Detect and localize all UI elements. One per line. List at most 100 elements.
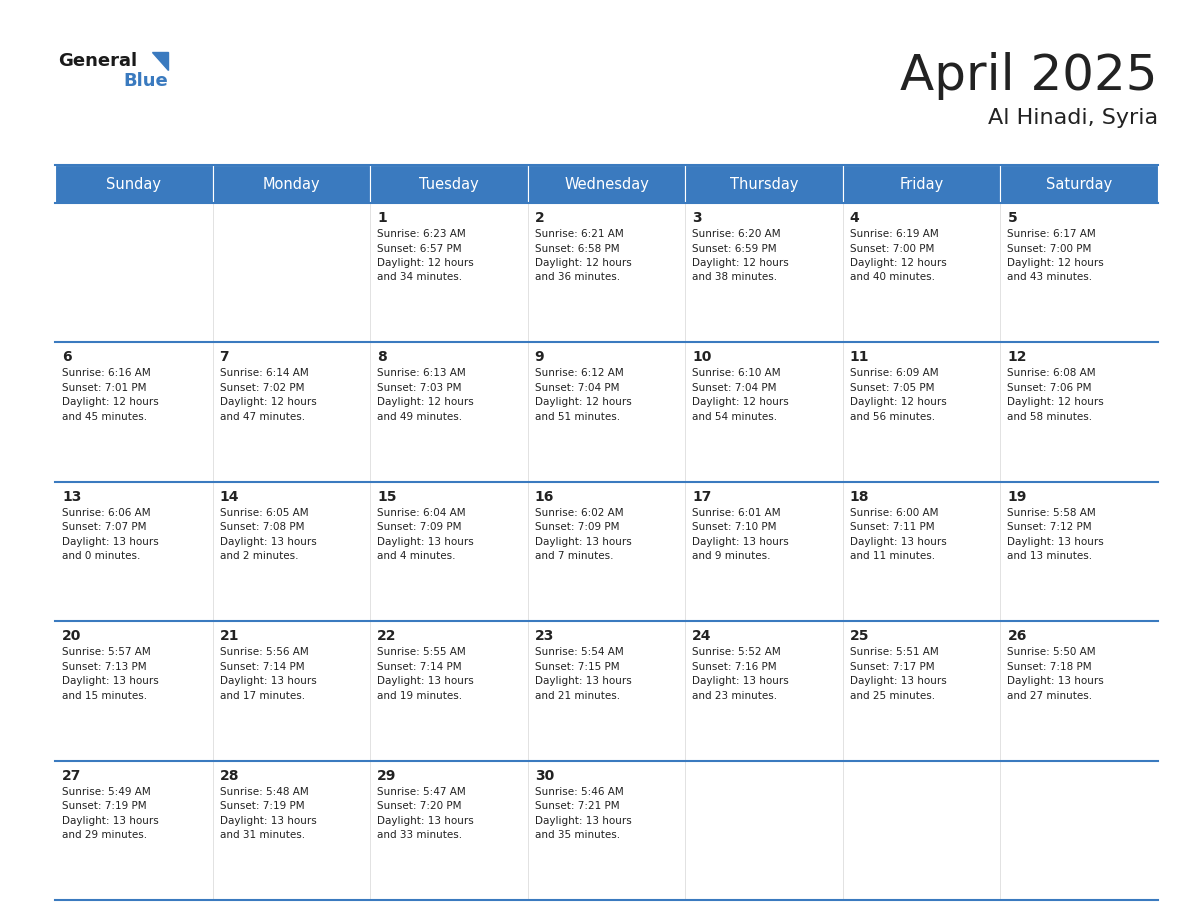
Bar: [527, 621, 685, 761]
Text: Sunrise: 5:49 AM: Sunrise: 5:49 AM: [62, 787, 151, 797]
Text: Sunset: 7:05 PM: Sunset: 7:05 PM: [849, 383, 934, 393]
Text: Sunset: 7:19 PM: Sunset: 7:19 PM: [62, 801, 146, 812]
Text: Sunset: 7:07 PM: Sunset: 7:07 PM: [62, 522, 146, 532]
Text: and 25 minutes.: and 25 minutes.: [849, 690, 935, 700]
Bar: [55, 761, 213, 900]
Text: Daylight: 13 hours: Daylight: 13 hours: [535, 537, 632, 547]
Text: Daylight: 13 hours: Daylight: 13 hours: [220, 537, 316, 547]
Bar: [213, 482, 371, 621]
Bar: [371, 203, 527, 342]
Text: Daylight: 12 hours: Daylight: 12 hours: [849, 258, 947, 268]
Bar: [55, 165, 213, 203]
Bar: [527, 203, 685, 342]
Text: Sunrise: 6:20 AM: Sunrise: 6:20 AM: [693, 229, 781, 239]
Text: Daylight: 13 hours: Daylight: 13 hours: [377, 815, 474, 825]
Text: 22: 22: [377, 629, 397, 644]
Text: and 21 minutes.: and 21 minutes.: [535, 690, 620, 700]
Bar: [527, 761, 685, 900]
Bar: [213, 761, 371, 900]
Text: Daylight: 13 hours: Daylight: 13 hours: [377, 677, 474, 686]
Text: Sunrise: 5:57 AM: Sunrise: 5:57 AM: [62, 647, 151, 657]
Text: Monday: Monday: [263, 176, 321, 192]
Text: and 15 minutes.: and 15 minutes.: [62, 690, 147, 700]
Text: Wednesday: Wednesday: [564, 176, 649, 192]
Text: Sunset: 7:06 PM: Sunset: 7:06 PM: [1007, 383, 1092, 393]
Text: Sunset: 7:09 PM: Sunset: 7:09 PM: [377, 522, 462, 532]
Text: and 54 minutes.: and 54 minutes.: [693, 412, 777, 422]
Text: and 13 minutes.: and 13 minutes.: [1007, 552, 1093, 561]
Text: Daylight: 12 hours: Daylight: 12 hours: [1007, 258, 1104, 268]
Text: Sunset: 7:13 PM: Sunset: 7:13 PM: [62, 662, 146, 672]
Text: Sunset: 6:57 PM: Sunset: 6:57 PM: [377, 243, 462, 253]
Text: Sunrise: 6:12 AM: Sunrise: 6:12 AM: [535, 368, 624, 378]
Text: 17: 17: [693, 490, 712, 504]
Bar: [842, 761, 1000, 900]
Text: Sunset: 7:18 PM: Sunset: 7:18 PM: [1007, 662, 1092, 672]
Text: and 51 minutes.: and 51 minutes.: [535, 412, 620, 422]
Text: Sunset: 7:15 PM: Sunset: 7:15 PM: [535, 662, 619, 672]
Text: Sunrise: 6:01 AM: Sunrise: 6:01 AM: [693, 508, 781, 518]
Text: Daylight: 13 hours: Daylight: 13 hours: [849, 537, 947, 547]
Text: 18: 18: [849, 490, 870, 504]
Text: and 19 minutes.: and 19 minutes.: [377, 690, 462, 700]
Bar: [371, 342, 527, 482]
Text: General: General: [58, 52, 137, 70]
Text: Sunset: 7:00 PM: Sunset: 7:00 PM: [849, 243, 934, 253]
Text: Sunrise: 5:54 AM: Sunrise: 5:54 AM: [535, 647, 624, 657]
Text: 21: 21: [220, 629, 239, 644]
Text: and 45 minutes.: and 45 minutes.: [62, 412, 147, 422]
Text: 12: 12: [1007, 351, 1026, 364]
Bar: [371, 761, 527, 900]
Text: Sunset: 7:14 PM: Sunset: 7:14 PM: [377, 662, 462, 672]
Text: Sunrise: 6:02 AM: Sunrise: 6:02 AM: [535, 508, 624, 518]
Text: Sunset: 7:12 PM: Sunset: 7:12 PM: [1007, 522, 1092, 532]
Bar: [1000, 203, 1158, 342]
Text: 15: 15: [377, 490, 397, 504]
Text: Sunrise: 5:48 AM: Sunrise: 5:48 AM: [220, 787, 309, 797]
Text: Sunrise: 6:04 AM: Sunrise: 6:04 AM: [377, 508, 466, 518]
Bar: [1000, 482, 1158, 621]
Text: 5: 5: [1007, 211, 1017, 225]
Text: 19: 19: [1007, 490, 1026, 504]
Text: Sunset: 7:09 PM: Sunset: 7:09 PM: [535, 522, 619, 532]
Text: 4: 4: [849, 211, 860, 225]
Text: 1: 1: [377, 211, 387, 225]
Text: and 4 minutes.: and 4 minutes.: [377, 552, 456, 561]
Bar: [1000, 165, 1158, 203]
Text: 24: 24: [693, 629, 712, 644]
Text: and 17 minutes.: and 17 minutes.: [220, 690, 304, 700]
Text: Sunset: 7:00 PM: Sunset: 7:00 PM: [1007, 243, 1092, 253]
Text: Saturday: Saturday: [1047, 176, 1112, 192]
Text: Al Hinadi, Syria: Al Hinadi, Syria: [988, 108, 1158, 128]
Text: Daylight: 13 hours: Daylight: 13 hours: [62, 815, 159, 825]
Text: 26: 26: [1007, 629, 1026, 644]
Text: Daylight: 13 hours: Daylight: 13 hours: [62, 677, 159, 686]
Text: Sunset: 7:19 PM: Sunset: 7:19 PM: [220, 801, 304, 812]
Text: Sunset: 7:08 PM: Sunset: 7:08 PM: [220, 522, 304, 532]
Text: Sunrise: 6:21 AM: Sunrise: 6:21 AM: [535, 229, 624, 239]
Text: 29: 29: [377, 768, 397, 783]
Bar: [842, 621, 1000, 761]
Text: Daylight: 13 hours: Daylight: 13 hours: [849, 677, 947, 686]
Text: Sunrise: 5:56 AM: Sunrise: 5:56 AM: [220, 647, 309, 657]
Text: 16: 16: [535, 490, 554, 504]
Bar: [371, 621, 527, 761]
Text: 3: 3: [693, 211, 702, 225]
Text: Daylight: 12 hours: Daylight: 12 hours: [377, 397, 474, 408]
Bar: [842, 203, 1000, 342]
Text: Daylight: 13 hours: Daylight: 13 hours: [693, 677, 789, 686]
Text: Thursday: Thursday: [729, 176, 798, 192]
Bar: [213, 165, 371, 203]
Bar: [55, 203, 213, 342]
Bar: [685, 482, 842, 621]
Bar: [842, 165, 1000, 203]
Text: 11: 11: [849, 351, 870, 364]
Text: Sunrise: 5:58 AM: Sunrise: 5:58 AM: [1007, 508, 1097, 518]
Bar: [685, 203, 842, 342]
Text: Daylight: 12 hours: Daylight: 12 hours: [62, 397, 159, 408]
Bar: [685, 761, 842, 900]
Text: Sunrise: 6:19 AM: Sunrise: 6:19 AM: [849, 229, 939, 239]
Bar: [55, 621, 213, 761]
Text: Sunrise: 6:06 AM: Sunrise: 6:06 AM: [62, 508, 151, 518]
Text: Sunrise: 5:55 AM: Sunrise: 5:55 AM: [377, 647, 466, 657]
